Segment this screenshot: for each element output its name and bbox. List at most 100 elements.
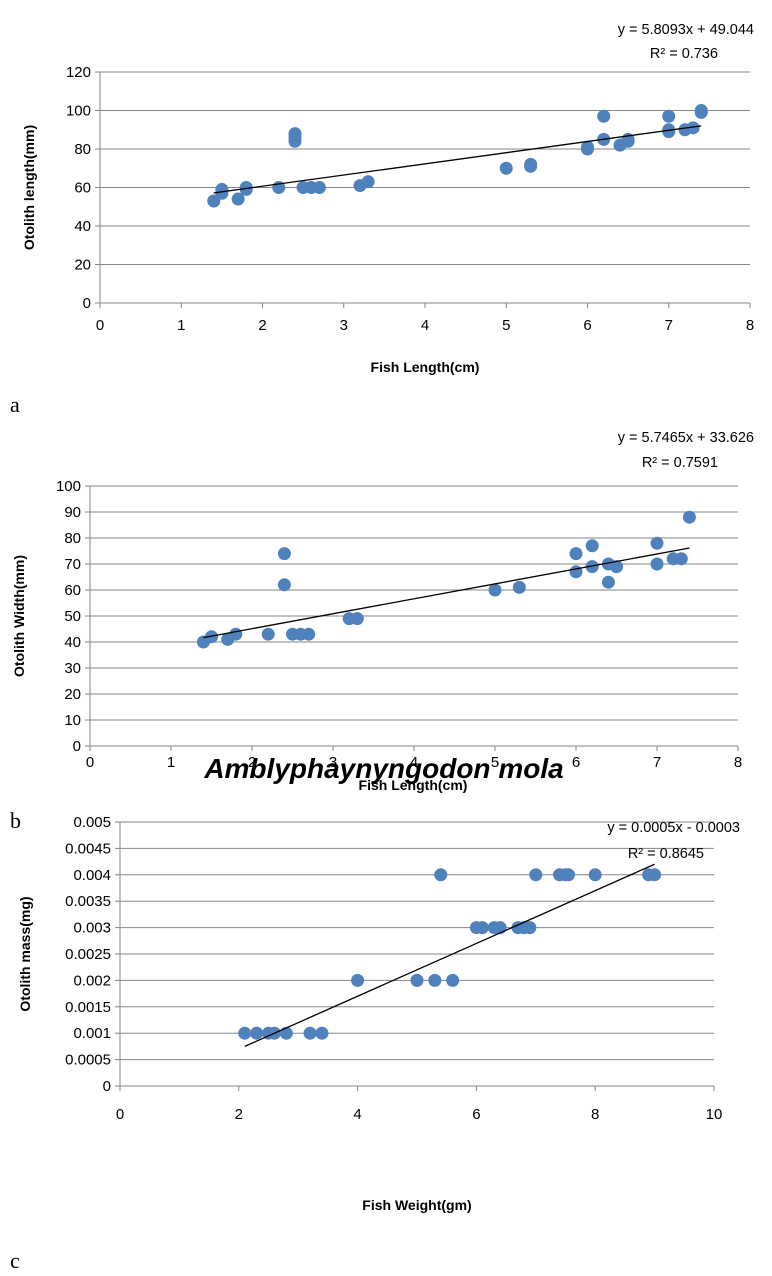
x-tick-label: 2 bbox=[235, 1106, 243, 1123]
x-tick-label: 5 bbox=[491, 754, 499, 771]
y-tick-label: 0 bbox=[103, 1078, 111, 1095]
y-tick-label: 20 bbox=[64, 686, 81, 703]
y-tick-label: 10 bbox=[64, 712, 81, 729]
x-tick-label: 4 bbox=[410, 754, 418, 771]
y-tick-label: 30 bbox=[64, 660, 81, 677]
x-tick-label: 4 bbox=[353, 1106, 361, 1123]
x-tick-label: 2 bbox=[258, 317, 266, 334]
data-point bbox=[410, 973, 424, 987]
x-axis-label: Fish Weight(gm) bbox=[362, 1197, 471, 1213]
chart-title: Amblyphaynyngodon mola bbox=[203, 753, 563, 784]
x-tick-label: 3 bbox=[340, 317, 348, 334]
data-point bbox=[581, 140, 594, 154]
data-point bbox=[512, 580, 526, 594]
y-axis-label: Otolith mass(mg) bbox=[17, 896, 33, 1011]
y-tick-label: 0.003 bbox=[73, 920, 111, 937]
data-point bbox=[585, 539, 599, 553]
data-point bbox=[523, 921, 537, 935]
data-point bbox=[601, 575, 615, 589]
x-tick-label: 2 bbox=[248, 754, 256, 771]
x-axis-label: Fish Length(cm) bbox=[371, 359, 480, 375]
y-tick-label: 0.001 bbox=[73, 1025, 111, 1042]
y-tick-label: 0.002 bbox=[73, 972, 111, 989]
r-squared-label: R² = 0.8645 bbox=[628, 846, 704, 862]
data-point bbox=[499, 161, 513, 175]
y-tick-label: 40 bbox=[74, 218, 91, 235]
data-point bbox=[569, 565, 583, 579]
data-point bbox=[279, 1026, 293, 1040]
data-point bbox=[261, 627, 275, 641]
y-axis-label: Otolith Width(mm) bbox=[11, 555, 27, 677]
data-point bbox=[361, 175, 375, 189]
x-tick-label: 0 bbox=[96, 317, 104, 334]
data-point bbox=[686, 121, 700, 135]
y-tick-label: 100 bbox=[66, 103, 91, 120]
data-point bbox=[250, 1026, 264, 1040]
data-point bbox=[239, 181, 253, 194]
data-point bbox=[428, 973, 442, 987]
chart-c: 0 0.0005 0.001 0.0015 0.002 0.0025 0.003 0.0035… bbox=[10, 753, 740, 1273]
trendline bbox=[213, 125, 702, 194]
x-tick-label: 8 bbox=[746, 317, 754, 334]
data-point bbox=[610, 560, 623, 574]
r-squared-label: R² = 0.736 bbox=[650, 46, 718, 62]
data-point bbox=[229, 627, 243, 641]
y-tick-label: 0.004 bbox=[73, 867, 111, 884]
data-point bbox=[350, 612, 364, 626]
y-tick-label: 0.0005 bbox=[65, 1052, 111, 1069]
data-point bbox=[315, 1026, 329, 1040]
y-tick-label: 60 bbox=[74, 180, 91, 197]
x-tick-label: 5 bbox=[502, 317, 510, 334]
trendline-equation: y = 0.0005x - 0.0003 bbox=[607, 820, 740, 836]
data-point bbox=[493, 921, 507, 935]
r-squared-label: R² = 0.7591 bbox=[642, 455, 718, 471]
data-point bbox=[238, 1026, 252, 1040]
y-axis-label: Otolith length(mm) bbox=[21, 125, 37, 250]
data-point bbox=[303, 1026, 317, 1040]
data-point bbox=[694, 104, 708, 117]
data-point bbox=[569, 547, 583, 561]
data-point bbox=[434, 868, 448, 882]
y-tick-label: 20 bbox=[74, 257, 91, 274]
data-point bbox=[351, 973, 365, 987]
x-tick-label: 8 bbox=[591, 1106, 599, 1123]
data-point bbox=[277, 547, 291, 561]
x-axis-label: Fish Length(cm) bbox=[359, 777, 468, 793]
x-tick-label: 0 bbox=[86, 754, 94, 771]
data-point bbox=[597, 109, 611, 123]
data-point bbox=[524, 157, 538, 171]
data-point bbox=[207, 194, 221, 208]
y-tick-label: 0.0035 bbox=[65, 893, 111, 910]
data-point bbox=[277, 578, 291, 592]
y-tick-label: 80 bbox=[64, 530, 81, 547]
panel-letter: b bbox=[10, 808, 21, 833]
y-tick-label: 70 bbox=[64, 556, 81, 573]
data-point bbox=[585, 560, 599, 574]
x-tick-label: 0 bbox=[116, 1106, 124, 1123]
y-tick-label: 0 bbox=[73, 738, 81, 755]
y-tick-label: 120 bbox=[66, 64, 91, 81]
x-tick-label: 7 bbox=[665, 317, 673, 334]
data-point bbox=[662, 109, 676, 123]
data-point bbox=[529, 868, 543, 882]
x-tick-label: 6 bbox=[583, 317, 591, 334]
y-tick-label: 0.0015 bbox=[65, 999, 111, 1016]
x-tick-label: 7 bbox=[653, 754, 661, 771]
panel-letter: c bbox=[10, 1248, 20, 1273]
data-point bbox=[475, 921, 489, 935]
y-tick-label: 90 bbox=[64, 504, 81, 521]
y-tick-label: 0.0025 bbox=[65, 946, 111, 963]
x-tick-label: 6 bbox=[572, 754, 580, 771]
data-point bbox=[650, 557, 664, 571]
chart-b: 0 10 20 30 40 50 60 70 80 90 100 0 1 2 3 4 5 6 7 8 Fish Leng… bbox=[10, 430, 754, 833]
data-point bbox=[674, 552, 688, 566]
data-point bbox=[215, 182, 229, 196]
y-tick-label: 0 bbox=[83, 295, 91, 312]
y-tick-label: 0.005 bbox=[73, 814, 111, 831]
y-tick-label: 0.0045 bbox=[65, 840, 111, 857]
data-point bbox=[588, 868, 602, 882]
panel-letter: a bbox=[10, 392, 20, 417]
data-point bbox=[650, 536, 664, 550]
x-tick-label: 3 bbox=[329, 754, 337, 771]
